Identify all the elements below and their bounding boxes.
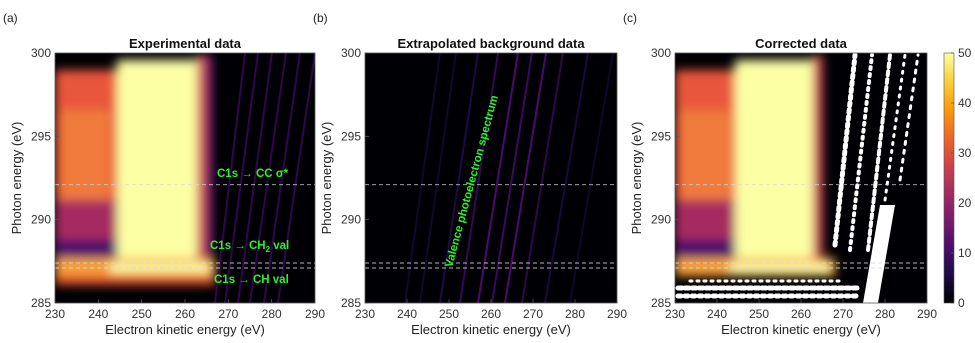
xtick-label: 270 [218, 307, 238, 321]
panel-label-a: (a) [3, 11, 18, 25]
dashed-lines-b [365, 184, 617, 269]
xtick-label: 280 [565, 307, 585, 321]
ylabel-c: Photon energy (eV) [629, 122, 644, 235]
xtick-label: 270 [833, 307, 853, 321]
panel-a: (a) Experimental data [3, 11, 325, 337]
xtick-label: 290 [305, 307, 325, 321]
dashed-lines-a [55, 184, 315, 269]
corrected-white-noise [675, 53, 920, 303]
yticks-a: 285 290 295 300 [31, 46, 59, 310]
xtick-label: 240 [397, 307, 417, 321]
xtick-label: 280 [875, 307, 895, 321]
panel-label-b: (b) [313, 11, 328, 25]
ytick-label: 295 [31, 129, 51, 143]
panel-label-c: (c) [623, 11, 637, 25]
ytick-label: 295 [651, 129, 671, 143]
ytick-label: 290 [651, 213, 671, 227]
panel-b: (b) Extrapolated background data 230 240 2… [313, 11, 627, 337]
heatmap-c [675, 53, 927, 303]
xticks-a: 230 240 250 260 270 280 290 [45, 299, 325, 321]
colorbar-tick-label: 0 [958, 296, 965, 310]
ytick-label: 300 [651, 46, 671, 60]
colorbar-tick-label: 50 [958, 46, 972, 60]
xtick-label: 250 [439, 307, 459, 321]
ytick-label: 285 [31, 296, 51, 310]
colorbar-tick-label: 30 [958, 146, 972, 160]
xlabel-c: Electron kinetic energy (eV) [721, 322, 881, 337]
xtick-label: 260 [175, 307, 195, 321]
annotation-ch2-prefix: C1s → CH [210, 240, 266, 252]
annotation-ch2-subscript: 2 [266, 245, 271, 254]
heatmap-a-stripes [214, 53, 315, 303]
annotation-cc-sigma: C1s → CC σ* [217, 168, 289, 180]
ytick-label: 285 [651, 296, 671, 310]
ytick-label: 290 [341, 213, 361, 227]
xtick-label: 290 [917, 307, 937, 321]
xtick-label: 270 [523, 307, 543, 321]
xtick-label: 230 [45, 307, 65, 321]
ytick-label: 290 [31, 213, 51, 227]
title-a: Experimental data [129, 36, 242, 51]
xticks-c: 230 240 250 260 270 280 290 [665, 299, 937, 321]
annotation-ch2-suffix: val [270, 240, 289, 252]
heatmap-c-intensity [675, 55, 835, 276]
yticks-b: 285 290 295 300 [341, 46, 369, 310]
heatmap-b-stripes [404, 53, 614, 303]
xtick-label: 230 [355, 307, 375, 321]
xtick-label: 250 [132, 307, 152, 321]
colorbar-tick-label: 10 [958, 246, 972, 260]
annotation-ch2-val: C1s → CH2 val [210, 240, 289, 254]
ylabel-b: Photon energy (eV) [319, 122, 334, 235]
heatmap-a [55, 53, 315, 303]
xtick-label: 260 [791, 307, 811, 321]
yticks-c: 285 290 295 300 [651, 46, 679, 310]
heatmap-a-intensity [55, 55, 215, 285]
colorbar-tick-label: 40 [958, 96, 972, 110]
heatmap-b [365, 53, 617, 303]
xtick-label: 250 [749, 307, 769, 321]
xtick-label: 230 [665, 307, 685, 321]
xlabel-a: Electron kinetic energy (eV) [105, 322, 265, 337]
colorbar-tick-label: 20 [958, 196, 972, 210]
ytick-label: 295 [341, 129, 361, 143]
ytick-label: 300 [31, 46, 51, 60]
xtick-label: 290 [607, 307, 627, 321]
title-c: Corrected data [755, 36, 848, 51]
title-b: Extrapolated background data [397, 36, 585, 51]
ylabel-a: Photon energy (eV) [9, 122, 24, 235]
heatmap-b-background [365, 53, 617, 303]
xtick-label: 260 [481, 307, 501, 321]
xticks-b: 230 240 250 260 270 280 290 [355, 299, 627, 321]
panel-c: (c) Corrected data [623, 11, 972, 337]
colorbar [943, 52, 955, 304]
xtick-label: 280 [262, 307, 282, 321]
ytick-label: 300 [341, 46, 361, 60]
xtick-label: 240 [707, 307, 727, 321]
ytick-label: 285 [341, 296, 361, 310]
xtick-label: 240 [88, 307, 108, 321]
xlabel-b: Electron kinetic energy (eV) [411, 322, 571, 337]
colorbar-ticks: 0 10 20 30 40 50 [951, 46, 972, 310]
annotation-ch-val: C1s → CH val [214, 274, 289, 286]
dashed-lines-c [675, 184, 927, 269]
